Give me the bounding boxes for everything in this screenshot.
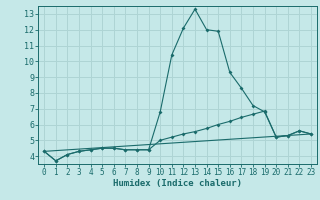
- X-axis label: Humidex (Indice chaleur): Humidex (Indice chaleur): [113, 179, 242, 188]
